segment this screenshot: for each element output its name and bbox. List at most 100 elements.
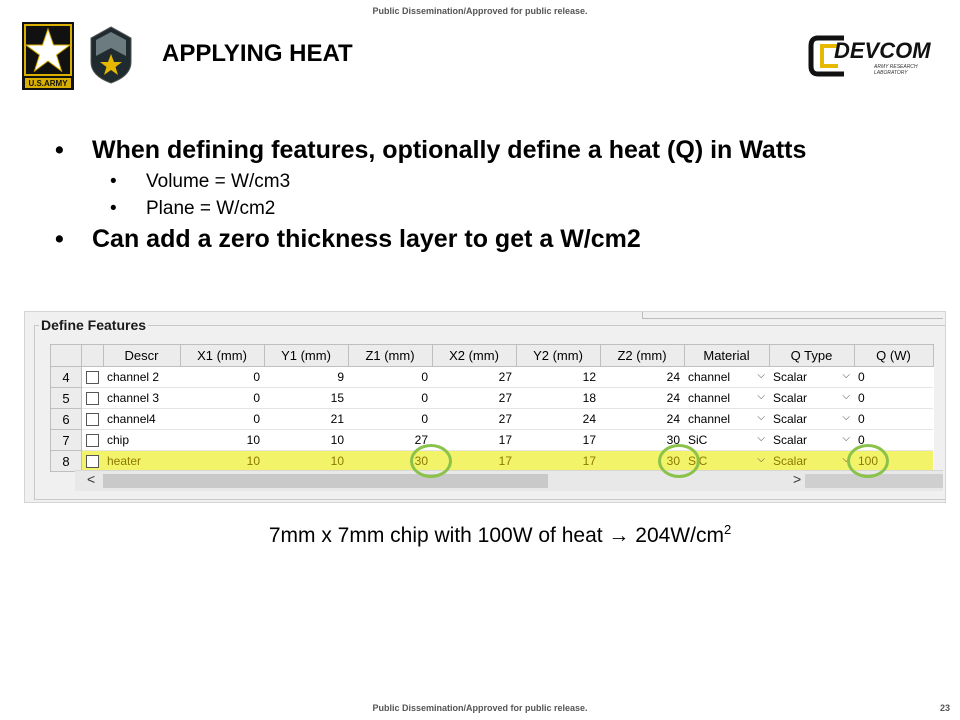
sub-bullet-item: • Volume = W/cm3: [110, 171, 935, 193]
qtype-dropdown[interactable]: Scalar ⌵: [769, 366, 854, 388]
qtype-value: Scalar: [773, 433, 808, 447]
qtype-value: Scalar: [773, 391, 808, 405]
column-header-z2[interactable]: Z2 (mm): [599, 344, 685, 367]
descr-cell[interactable]: channel4: [103, 408, 180, 430]
x2-cell[interactable]: 27: [432, 387, 516, 409]
chevron-down-icon[interactable]: ⌵: [842, 391, 850, 402]
material-value: channel: [688, 370, 731, 384]
column-header-y1[interactable]: Y1 (mm): [263, 344, 349, 367]
column-header-y2[interactable]: Y2 (mm): [515, 344, 601, 367]
chevron-down-icon[interactable]: ⌵: [757, 433, 765, 444]
table-row[interactable]: 6 channel4 0 21 0 27 24 24 channel ⌵ Scal…: [50, 408, 933, 430]
z1-cell[interactable]: 27: [348, 429, 432, 451]
annotation-circle-z2: [658, 444, 700, 478]
x1-cell[interactable]: 0: [180, 366, 264, 388]
grid-header-row: Descr X1 (mm) Y1 (mm) Z1 (mm) X2 (mm) Y2…: [50, 344, 934, 367]
chevron-down-icon[interactable]: ⌵: [842, 412, 850, 423]
table-row[interactable]: 5 channel 3 0 15 0 27 18 24 channel ⌵ Sca…: [50, 387, 933, 409]
y1-cell[interactable]: 15: [264, 387, 348, 409]
y1-cell[interactable]: 9: [264, 366, 348, 388]
column-header-descr[interactable]: Descr: [102, 344, 181, 367]
z2-cell[interactable]: 24: [600, 408, 684, 430]
material-dropdown[interactable]: channel ⌵: [684, 408, 769, 430]
x2-cell[interactable]: 27: [432, 408, 516, 430]
q-cell[interactable]: 0: [854, 408, 933, 430]
x2-cell[interactable]: 17: [432, 450, 516, 472]
material-value: SiC: [688, 433, 708, 447]
qtype-dropdown[interactable]: Scalar ⌵: [769, 387, 854, 409]
qtype-dropdown[interactable]: Scalar ⌵: [769, 450, 854, 472]
chevron-down-icon[interactable]: ⌵: [842, 454, 850, 465]
page-number: 23: [939, 703, 950, 713]
material-dropdown[interactable]: SiC ⌵: [684, 429, 769, 451]
chevron-down-icon[interactable]: ⌵: [757, 454, 765, 465]
scrollbar-thumb[interactable]: [103, 474, 548, 488]
x1-cell[interactable]: 10: [180, 429, 264, 451]
annotation-circle-q: [847, 444, 889, 478]
y2-cell[interactable]: 18: [516, 387, 600, 409]
qtype-value: Scalar: [773, 454, 808, 468]
scroll-right-arrow-icon[interactable]: >: [793, 471, 802, 487]
x1-cell[interactable]: 0: [180, 408, 264, 430]
y1-cell[interactable]: 10: [264, 429, 348, 451]
horizontal-scrollbar[interactable]: < >: [75, 470, 943, 491]
y1-cell[interactable]: 21: [264, 408, 348, 430]
qtype-dropdown[interactable]: Scalar ⌵: [769, 429, 854, 451]
descr-cell[interactable]: channel 2: [103, 366, 180, 388]
y1-cell[interactable]: 10: [264, 450, 348, 472]
z2-cell[interactable]: 24: [600, 366, 684, 388]
column-header-q[interactable]: Q (W): [853, 344, 934, 367]
x2-cell[interactable]: 17: [432, 429, 516, 451]
row-checkbox[interactable]: [81, 387, 103, 409]
column-header-material[interactable]: Material: [683, 344, 770, 367]
chevron-down-icon[interactable]: ⌵: [757, 412, 765, 423]
descr-cell[interactable]: heater: [103, 450, 180, 472]
chevron-down-icon[interactable]: ⌵: [757, 370, 765, 381]
y2-cell[interactable]: 17: [516, 450, 600, 472]
z2-cell[interactable]: 24: [600, 387, 684, 409]
row-checkbox[interactable]: [81, 366, 103, 388]
q-cell[interactable]: 0: [854, 366, 933, 388]
row-number[interactable]: 4: [50, 366, 82, 388]
devcom-logo: DEVCOM ARMY RESEARCH LABORATORY: [808, 34, 942, 80]
row-header-corner: [50, 344, 82, 367]
y2-cell[interactable]: 17: [516, 429, 600, 451]
row-number[interactable]: 5: [50, 387, 82, 409]
row-checkbox[interactable]: [81, 408, 103, 430]
row-number[interactable]: 8: [50, 450, 82, 472]
q-cell[interactable]: 0: [854, 387, 933, 409]
chevron-down-icon[interactable]: ⌵: [842, 433, 850, 444]
column-header-qtype[interactable]: Q Type: [768, 344, 855, 367]
material-value: channel: [688, 391, 731, 405]
chevron-down-icon[interactable]: ⌵: [757, 391, 765, 402]
y2-cell[interactable]: 24: [516, 408, 600, 430]
army-logo-text: U.S.ARMY: [28, 79, 68, 88]
material-dropdown[interactable]: channel ⌵: [684, 366, 769, 388]
chevron-down-icon[interactable]: ⌵: [842, 370, 850, 381]
x1-cell[interactable]: 0: [180, 387, 264, 409]
row-number[interactable]: 7: [50, 429, 82, 451]
y2-cell[interactable]: 12: [516, 366, 600, 388]
row-checkbox[interactable]: [81, 450, 103, 472]
material-dropdown[interactable]: channel ⌵: [684, 387, 769, 409]
z1-cell[interactable]: 0: [348, 387, 432, 409]
descr-cell[interactable]: channel 3: [103, 387, 180, 409]
features-grid[interactable]: Descr X1 (mm) Y1 (mm) Z1 (mm) X2 (mm) Y2…: [50, 344, 934, 472]
table-row[interactable]: 4 channel 2 0 9 0 27 12 24 channel ⌵ Scal…: [50, 366, 933, 388]
z2-cell[interactable]: 30: [600, 429, 684, 451]
table-row[interactable]: 7 chip 10 10 27 17 17 30 SiC ⌵ Scalar ⌵ 0: [50, 429, 933, 451]
column-header-x2[interactable]: X2 (mm): [431, 344, 517, 367]
x2-cell[interactable]: 27: [432, 366, 516, 388]
table-row-highlighted[interactable]: 8 heater 10 10 30 17 17 30 SiC ⌵ Scalar ⌵ …: [50, 450, 933, 472]
row-checkbox[interactable]: [81, 429, 103, 451]
z1-cell[interactable]: 0: [348, 408, 432, 430]
caption-text: 7mm x 7mm chip with 100W of heat → 204W/…: [268, 524, 724, 547]
column-header-x1[interactable]: X1 (mm): [179, 344, 265, 367]
descr-cell[interactable]: chip: [103, 429, 180, 451]
x1-cell[interactable]: 10: [180, 450, 264, 472]
column-header-z1[interactable]: Z1 (mm): [347, 344, 433, 367]
row-number[interactable]: 6: [50, 408, 82, 430]
scroll-left-arrow-icon[interactable]: <: [87, 471, 96, 487]
z1-cell[interactable]: 0: [348, 366, 432, 388]
qtype-dropdown[interactable]: Scalar ⌵: [769, 408, 854, 430]
